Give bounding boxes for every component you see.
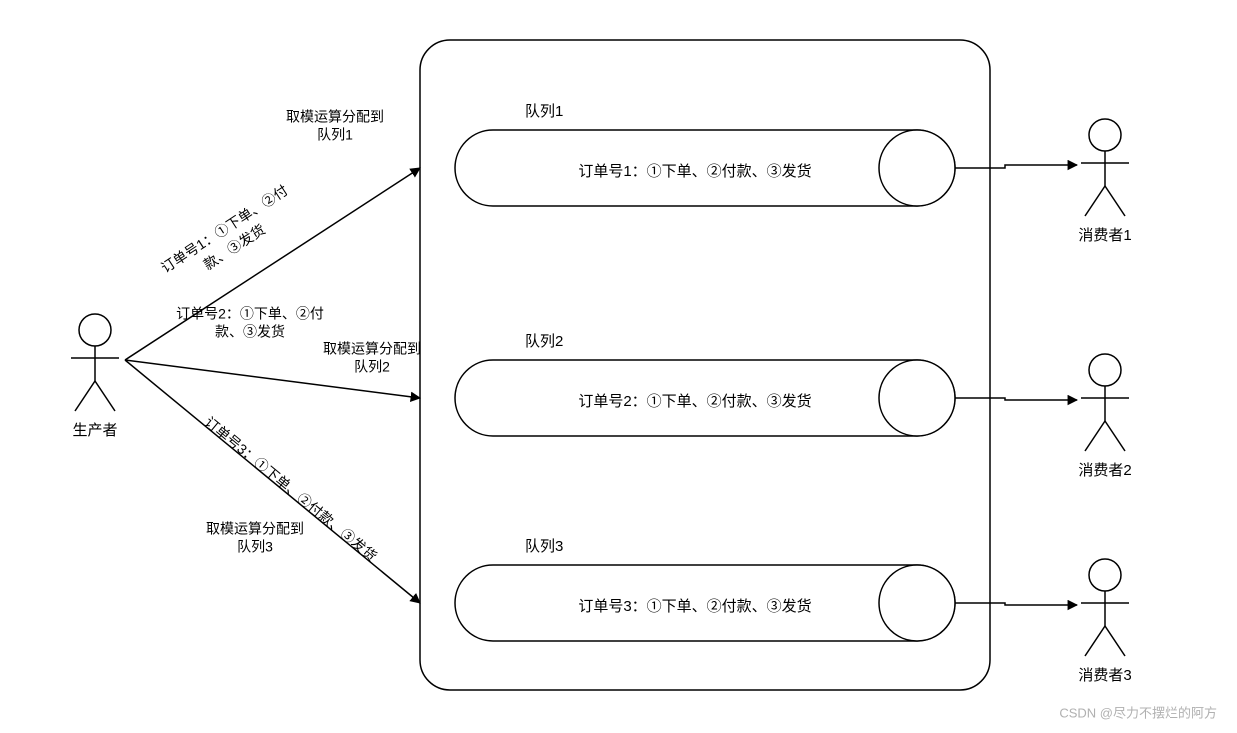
diagram-canvas: 生产者 队列1 订单号1：①下单、②付款、③发货队列2 订单号2：①下单、②付款、③发… (0, 0, 1237, 728)
assign-1-line1: 取模运算分配到 (286, 109, 384, 125)
consumer-3-actor-label: 消费者3 (1078, 667, 1131, 684)
queue-3-title: 队列3 (525, 538, 563, 555)
order-2-label-line1: 订单号2：①下单、②付 (176, 306, 324, 322)
consumer-3-actor (1081, 559, 1129, 656)
queue-3-to-consumer (955, 603, 1077, 605)
assign-2-line1: 取模运算分配到 (323, 341, 421, 357)
order-2-label-line2: 款、③发货 (215, 324, 285, 340)
assign-1-line2: 队列1 (317, 127, 353, 143)
consumer-2-actor-label: 消费者2 (1078, 462, 1131, 479)
producer-actor (71, 314, 119, 411)
consumer-2-actor (1081, 354, 1129, 451)
queue-3-content: 订单号3：①下单、②付款、③发货 (578, 598, 811, 615)
watermark: CSDN @尽力不摆烂的阿方 (1059, 705, 1217, 720)
queue-1-to-consumer (955, 165, 1077, 168)
assign-3-line1: 取模运算分配到 (206, 521, 304, 537)
queue-2-title: 队列2 (525, 333, 563, 350)
assign-3-line2: 队列3 (237, 539, 273, 555)
queue-2-to-consumer (955, 398, 1077, 400)
assign-2-line2: 队列2 (354, 359, 390, 375)
order-3-label: 订单号3：①下单、②付款、③发货 (202, 414, 380, 565)
queue-1-title: 队列1 (525, 103, 563, 120)
consumer-1-actor-label: 消费者1 (1078, 227, 1131, 244)
consumer-1-actor (1081, 119, 1129, 216)
queue-1-content: 订单号1：①下单、②付款、③发货 (578, 163, 811, 180)
producer-actor-label: 生产者 (72, 422, 117, 439)
queue-2-content: 订单号2：①下单、②付款、③发货 (578, 393, 811, 410)
